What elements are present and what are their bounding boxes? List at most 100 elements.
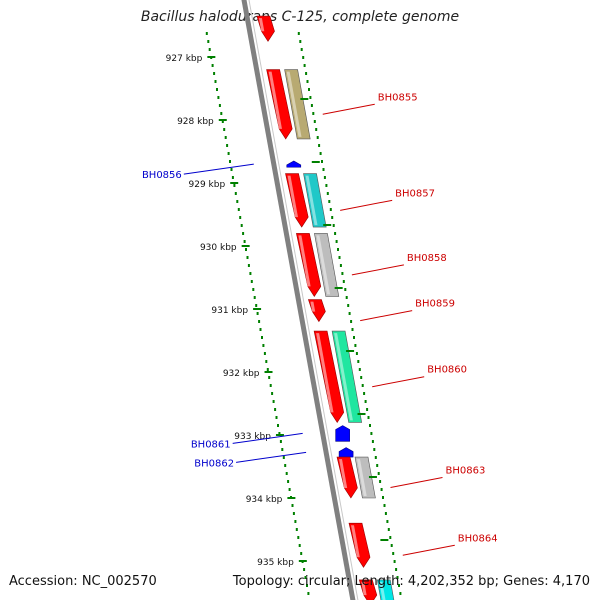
right-track-dot — [354, 344, 357, 347]
right-track-dot — [344, 288, 347, 291]
gene-label: BH0861 — [191, 439, 231, 450]
left-track-dot — [214, 80, 217, 83]
right-track-dot — [341, 272, 344, 275]
right-track-dot — [393, 560, 396, 563]
right-track-dot — [363, 392, 366, 395]
right-track-dot — [321, 160, 323, 163]
right-track-dot — [361, 384, 364, 387]
gene-label-leader — [236, 451, 307, 463]
gene-highlight — [258, 18, 265, 32]
feature-block — [314, 233, 340, 297]
left-track-dot — [269, 384, 272, 387]
gene-label: BH0855 — [378, 92, 418, 103]
right-track-dot — [399, 592, 402, 595]
right-track-dot — [347, 304, 350, 307]
left-track-dot — [217, 96, 220, 99]
feature-highlight — [357, 459, 367, 496]
left-track-dot — [243, 240, 246, 243]
left-track-dot — [233, 184, 236, 187]
left-track-dot — [258, 320, 261, 323]
left-track-dot — [218, 104, 221, 107]
right-track-dot — [309, 96, 312, 99]
right-track-dot — [358, 368, 361, 371]
left-track-dot — [249, 272, 252, 275]
right-track-dot — [377, 472, 380, 475]
right-track-dot — [299, 40, 302, 43]
gene-layer — [256, 15, 378, 600]
left-track-dot — [220, 112, 223, 115]
right-track-dot — [386, 520, 389, 523]
reverse-gene-arrow — [286, 160, 302, 168]
right-track-dot — [297, 32, 300, 35]
left-track-dot — [227, 152, 230, 155]
right-track-dot — [319, 152, 322, 155]
right-track-dot — [370, 432, 373, 435]
feature-layer — [284, 69, 395, 600]
right-track-dot — [398, 584, 400, 587]
axis-tick-label: 929 kbp — [189, 180, 226, 190]
left-track-dot — [259, 328, 262, 331]
reverse-gene-arrow — [335, 425, 350, 442]
gene-label: BH0857 — [395, 188, 435, 199]
tick-dots-layer — [205, 32, 402, 595]
left-track-dot — [230, 168, 233, 171]
axis-tick-label: 930 kbp — [200, 243, 237, 253]
right-track-dot — [376, 464, 379, 467]
gene-label-leader — [390, 477, 443, 489]
right-track-dot — [308, 88, 310, 91]
axis-tick-label: 933 kbp — [234, 432, 271, 442]
gene-label-layer: BH0855 BH0856 BH0857 BH0858 BH0859 BH0860 BH08… — [142, 92, 498, 556]
left-track-dot — [294, 520, 297, 523]
feature-highlight — [305, 175, 318, 226]
feature-highlight — [334, 333, 353, 421]
gene-label: BH0858 — [407, 253, 447, 264]
gene-highlight — [268, 71, 282, 129]
right-track-dot — [366, 408, 369, 411]
left-track-dot — [246, 256, 249, 259]
right-track-dot — [389, 536, 392, 539]
right-track-dot — [384, 512, 387, 515]
right-track-dot — [364, 400, 367, 403]
left-track-dot — [234, 192, 237, 195]
left-track-dot — [213, 72, 216, 75]
left-track-dot — [274, 408, 277, 411]
right-track-dot — [337, 248, 339, 251]
left-track-dot — [208, 48, 211, 51]
feature-block — [331, 330, 363, 423]
right-track-dot — [325, 184, 328, 187]
left-track-dot — [272, 400, 275, 403]
left-track-dot — [265, 360, 268, 363]
right-track-dot — [312, 112, 315, 115]
left-track-dot — [292, 512, 295, 515]
left-track-dot — [226, 144, 229, 147]
feature-highlight — [286, 71, 302, 137]
right-track-dot — [395, 568, 398, 571]
left-track-dot — [231, 176, 234, 179]
gene-highlight — [310, 301, 316, 312]
feature-block — [303, 173, 327, 228]
right-track-dot — [396, 576, 399, 579]
left-track-dot — [295, 528, 298, 531]
left-track-dot — [221, 120, 224, 123]
gene-label-leader — [183, 163, 254, 175]
left-track-dot — [253, 296, 256, 299]
gene-label-leader — [372, 376, 425, 388]
right-track-dot — [331, 216, 334, 219]
left-track-dot — [255, 304, 258, 307]
left-track-dot — [303, 568, 306, 571]
feature-block — [354, 456, 376, 499]
gene-label-leader — [340, 199, 393, 211]
right-track-dot — [315, 128, 318, 131]
right-track-dot — [326, 192, 329, 195]
right-track-dot — [371, 440, 374, 443]
left-track-dot — [291, 504, 294, 507]
gene-label-leader — [402, 544, 455, 556]
axis-tick-label: 928 kbp — [177, 117, 214, 127]
left-track-dot — [281, 448, 284, 451]
left-track-dot — [252, 288, 255, 291]
right-track-dot — [360, 376, 363, 379]
left-track-dot — [297, 536, 300, 539]
right-track-dot — [374, 456, 377, 459]
right-track-dot — [367, 416, 370, 419]
right-track-dot — [322, 168, 325, 171]
